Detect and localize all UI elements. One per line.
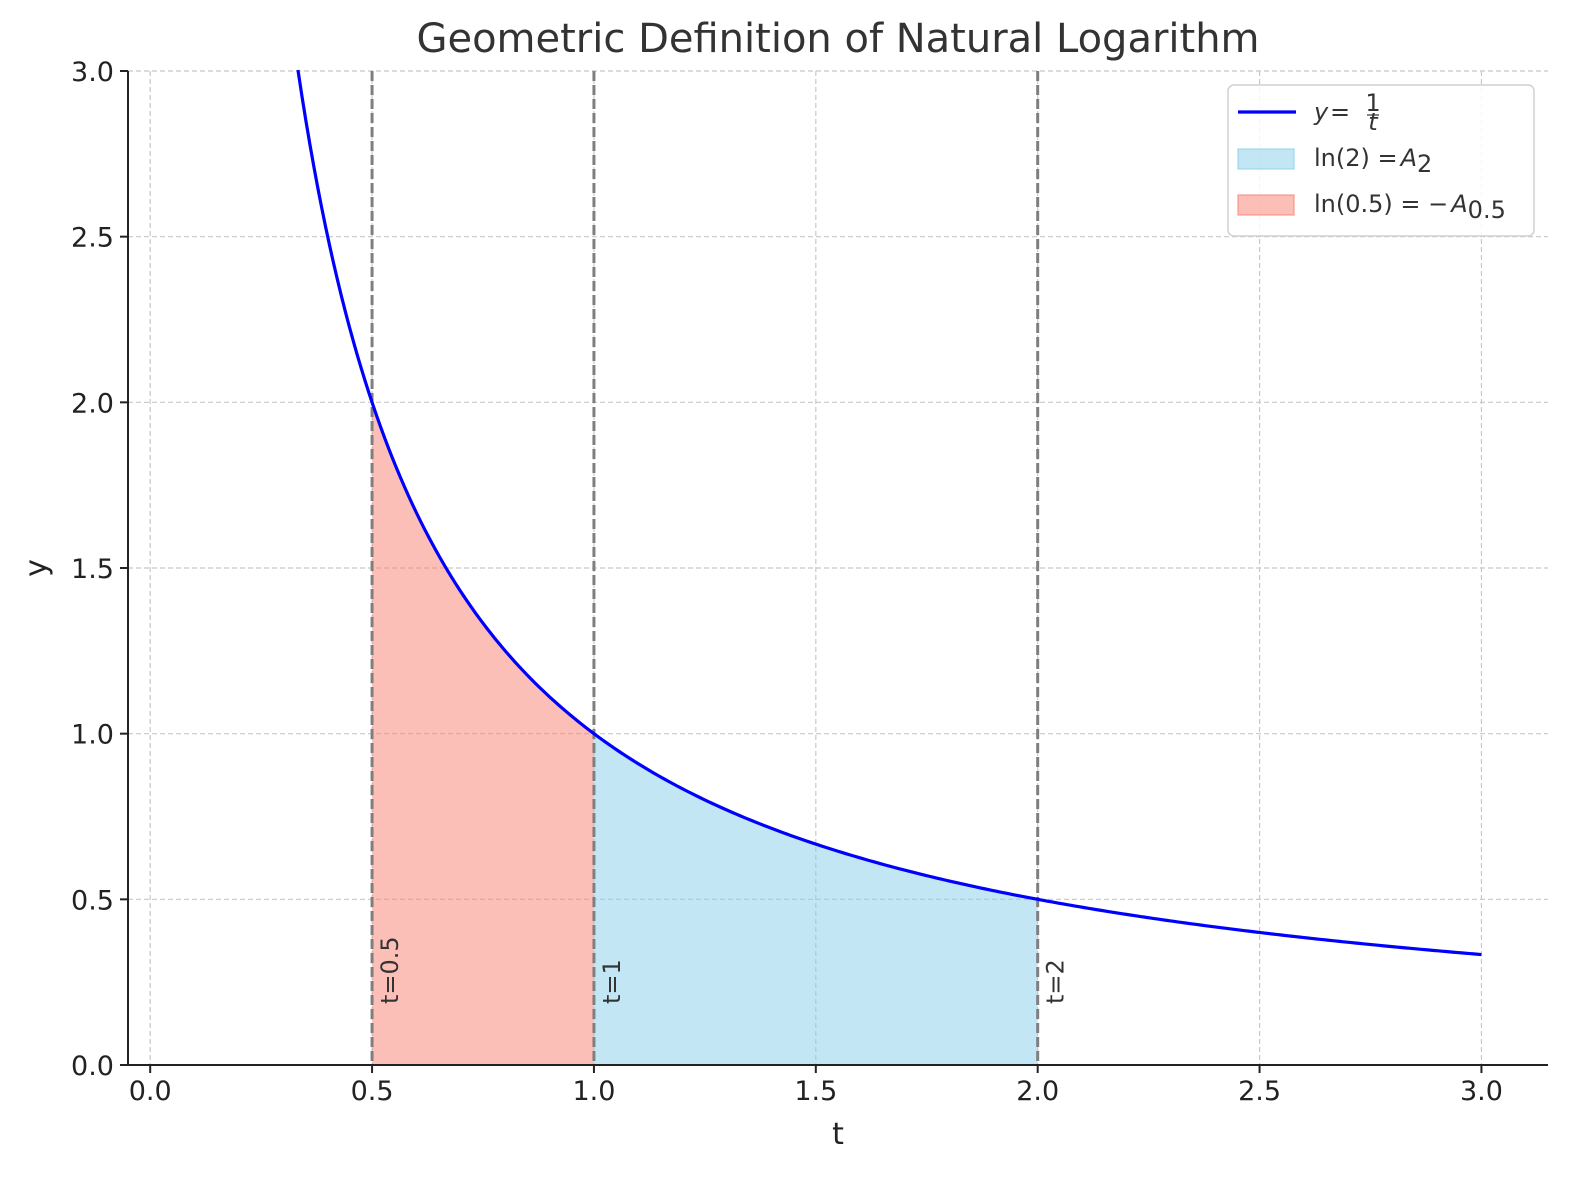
- chart-title: Geometric Definition of Natural Logarith…: [416, 16, 1259, 62]
- vertical-line-label-0: t=0.5: [376, 936, 404, 1004]
- y-tick-label: 0.0: [71, 1051, 114, 1082]
- y-tick-label: 2.5: [71, 223, 114, 254]
- x-tick-label: 0.5: [351, 1076, 394, 1107]
- x-axis-label: t: [832, 1117, 844, 1152]
- legend-patch-swatch: [1237, 194, 1295, 216]
- legend-label-curve-eq: =: [1330, 98, 1350, 126]
- y-tick-label: 3.0: [71, 57, 114, 88]
- legend-label-area: A: [1449, 190, 1467, 218]
- x-tick-label: 3.0: [1460, 1076, 1503, 1107]
- x-tick-label: 2.5: [1238, 1076, 1281, 1107]
- shaded-region-1: [372, 402, 594, 1066]
- y-axis-label: y: [19, 559, 54, 577]
- x-tick-label: 2.0: [1016, 1076, 1059, 1107]
- y-tick-label: 1.5: [71, 554, 114, 585]
- vertical-line-labels: t=0.5 t=1 t=2: [376, 936, 1070, 1004]
- vertical-line-label-1: t=1: [598, 959, 626, 1004]
- curve-series: [296, 69, 1482, 957]
- legend-label-subscript: 2: [1417, 150, 1432, 178]
- shaded-region-0: [593, 733, 1038, 1065]
- y-tick-label: 1.0: [71, 720, 114, 751]
- y-tick-label: 0.5: [71, 885, 114, 916]
- x-tick-label: 1.0: [572, 1076, 615, 1107]
- legend-label-curve: y: [1313, 98, 1329, 126]
- legend-patch-swatch: [1237, 148, 1295, 170]
- legend-fraction-denominator: t: [1368, 108, 1379, 136]
- legend-box: [1227, 84, 1535, 237]
- legend-label-area: A: [1399, 144, 1417, 172]
- legend-label-subscript: 0.5: [1468, 196, 1506, 224]
- x-tick-label: 1.5: [794, 1076, 837, 1107]
- x-tick-label: 0.0: [129, 1076, 172, 1107]
- legend-label-region: ln(0.5) = −: [1314, 190, 1448, 218]
- ticks: 0.0 0.5 1.0 1.5 2.0 2.5 3.0 0.0 0.5 1.0 1.5 2.0 2.5 3…: [71, 57, 1503, 1107]
- shaded-regions: [372, 402, 1038, 1066]
- vertical-line-label-2: t=2: [1042, 959, 1070, 1004]
- y-tick-label: 2.0: [71, 388, 114, 419]
- legend-fraction-numerator: 1: [1365, 89, 1380, 117]
- legend-label-region: ln(2) =: [1314, 144, 1398, 172]
